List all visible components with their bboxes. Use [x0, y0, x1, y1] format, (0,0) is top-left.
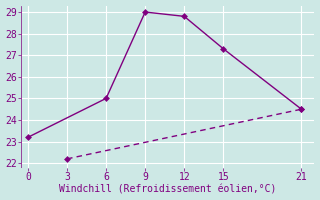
X-axis label: Windchill (Refroidissement éolien,°C): Windchill (Refroidissement éolien,°C) — [59, 184, 277, 194]
